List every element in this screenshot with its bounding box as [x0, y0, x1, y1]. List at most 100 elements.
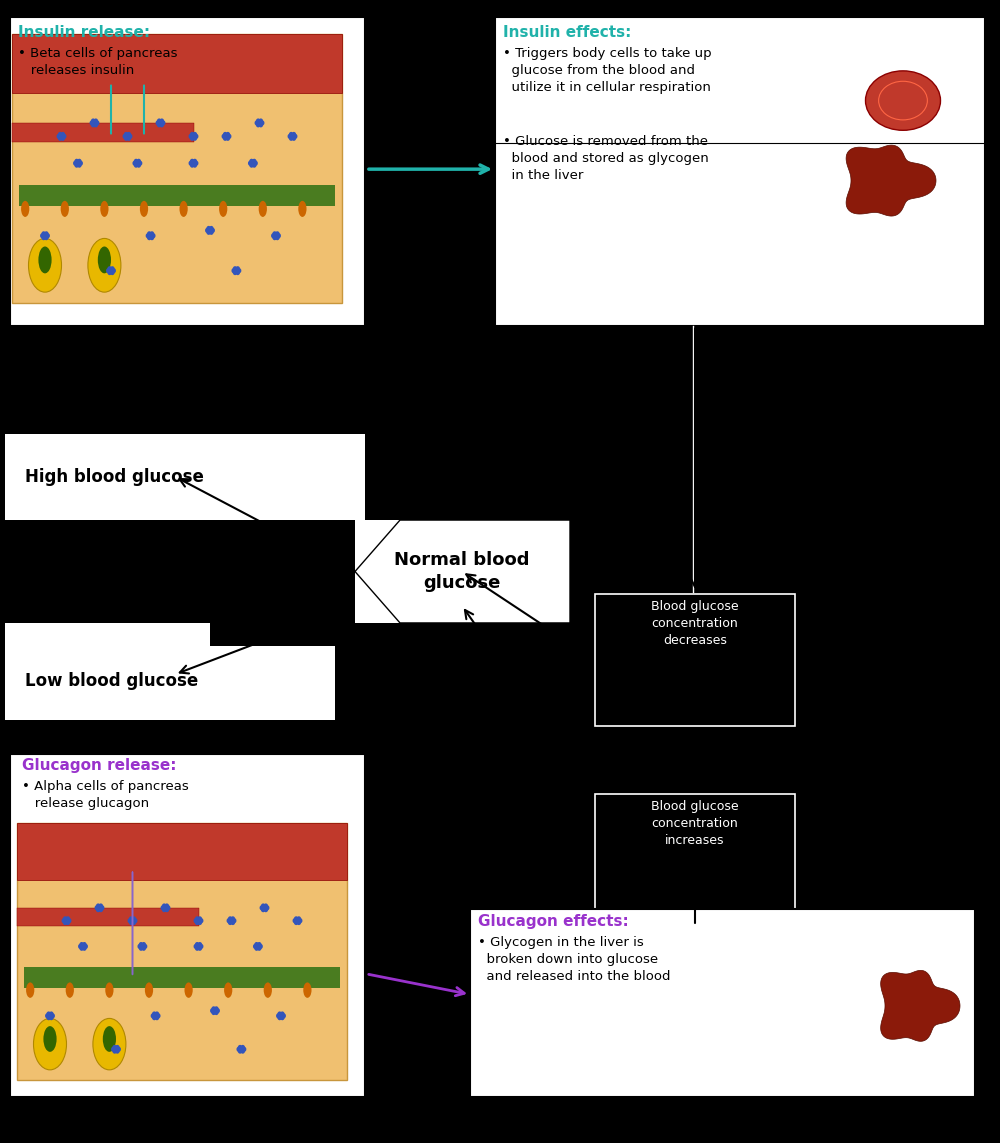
FancyBboxPatch shape [5, 646, 335, 720]
Circle shape [259, 122, 263, 127]
Circle shape [195, 920, 199, 925]
Circle shape [281, 1013, 286, 1018]
Ellipse shape [259, 201, 267, 217]
Circle shape [79, 945, 84, 951]
Text: Normal blood
glucose: Normal blood glucose [394, 551, 530, 592]
Circle shape [259, 119, 263, 123]
Circle shape [253, 944, 258, 949]
Circle shape [46, 1012, 51, 1017]
Circle shape [58, 136, 62, 141]
Circle shape [100, 905, 104, 911]
Text: Insulin release:: Insulin release: [18, 25, 150, 40]
Circle shape [223, 136, 227, 141]
Ellipse shape [298, 201, 307, 217]
Circle shape [62, 134, 66, 139]
Circle shape [49, 1012, 54, 1017]
Circle shape [134, 159, 138, 163]
Ellipse shape [224, 982, 232, 998]
Circle shape [45, 233, 50, 239]
Circle shape [143, 944, 147, 949]
Circle shape [260, 905, 264, 911]
Circle shape [248, 160, 253, 166]
Circle shape [231, 920, 235, 925]
Circle shape [289, 131, 293, 137]
Circle shape [62, 918, 66, 924]
Circle shape [152, 1012, 157, 1017]
Circle shape [257, 942, 262, 948]
Text: • Glycogen in the liver is
  broken down into glucose
  and released into the bl: • Glycogen in the liver is broken down i… [478, 936, 670, 983]
Circle shape [215, 1008, 220, 1014]
Circle shape [238, 1048, 242, 1054]
Circle shape [150, 231, 154, 237]
Circle shape [82, 945, 87, 951]
Circle shape [194, 134, 198, 139]
Text: High blood glucose: High blood glucose [25, 467, 204, 486]
FancyBboxPatch shape [12, 34, 342, 303]
Circle shape [77, 162, 82, 168]
Circle shape [209, 226, 214, 231]
Circle shape [297, 920, 301, 925]
Circle shape [66, 920, 70, 925]
Circle shape [152, 1015, 157, 1021]
FancyBboxPatch shape [355, 520, 570, 623]
Circle shape [272, 231, 277, 237]
Circle shape [240, 1045, 245, 1050]
Circle shape [40, 233, 45, 239]
Circle shape [210, 227, 215, 233]
Circle shape [111, 1047, 116, 1052]
Circle shape [190, 159, 194, 163]
Circle shape [195, 945, 199, 951]
Circle shape [193, 159, 197, 163]
Circle shape [110, 270, 115, 275]
Circle shape [235, 270, 240, 275]
Circle shape [160, 122, 164, 127]
Circle shape [271, 233, 276, 239]
Circle shape [95, 905, 99, 911]
FancyBboxPatch shape [17, 823, 347, 1080]
Circle shape [141, 942, 146, 948]
Circle shape [276, 1013, 281, 1018]
Ellipse shape [100, 201, 109, 217]
Circle shape [74, 159, 79, 163]
Circle shape [272, 235, 277, 240]
Circle shape [189, 134, 193, 139]
Ellipse shape [103, 1026, 116, 1052]
Circle shape [94, 119, 98, 123]
Circle shape [44, 235, 49, 240]
Circle shape [49, 1015, 54, 1021]
Circle shape [280, 1012, 285, 1017]
Circle shape [61, 131, 65, 137]
FancyBboxPatch shape [17, 823, 347, 880]
Circle shape [194, 918, 198, 924]
Circle shape [136, 162, 141, 168]
Circle shape [156, 1013, 161, 1018]
FancyBboxPatch shape [17, 908, 198, 926]
Ellipse shape [43, 1026, 57, 1052]
Circle shape [165, 906, 169, 912]
Circle shape [205, 227, 210, 233]
Circle shape [132, 917, 136, 921]
Circle shape [211, 1009, 216, 1015]
Circle shape [223, 131, 227, 137]
Circle shape [214, 1009, 219, 1015]
FancyBboxPatch shape [495, 17, 985, 326]
Circle shape [277, 1015, 282, 1021]
Ellipse shape [61, 201, 69, 217]
Circle shape [90, 120, 94, 126]
Circle shape [128, 134, 132, 139]
Circle shape [151, 1013, 155, 1018]
Circle shape [155, 1012, 159, 1017]
Text: Glucagon release:: Glucagon release: [22, 758, 176, 773]
Circle shape [294, 917, 298, 921]
FancyBboxPatch shape [595, 794, 795, 926]
Circle shape [161, 120, 165, 126]
Circle shape [190, 162, 194, 168]
Circle shape [255, 120, 259, 126]
Text: Insulin effects:: Insulin effects: [503, 25, 631, 40]
Circle shape [50, 1013, 55, 1018]
Circle shape [214, 1006, 219, 1012]
Circle shape [66, 917, 70, 921]
Circle shape [228, 917, 232, 921]
Circle shape [156, 120, 160, 126]
Circle shape [256, 119, 260, 123]
